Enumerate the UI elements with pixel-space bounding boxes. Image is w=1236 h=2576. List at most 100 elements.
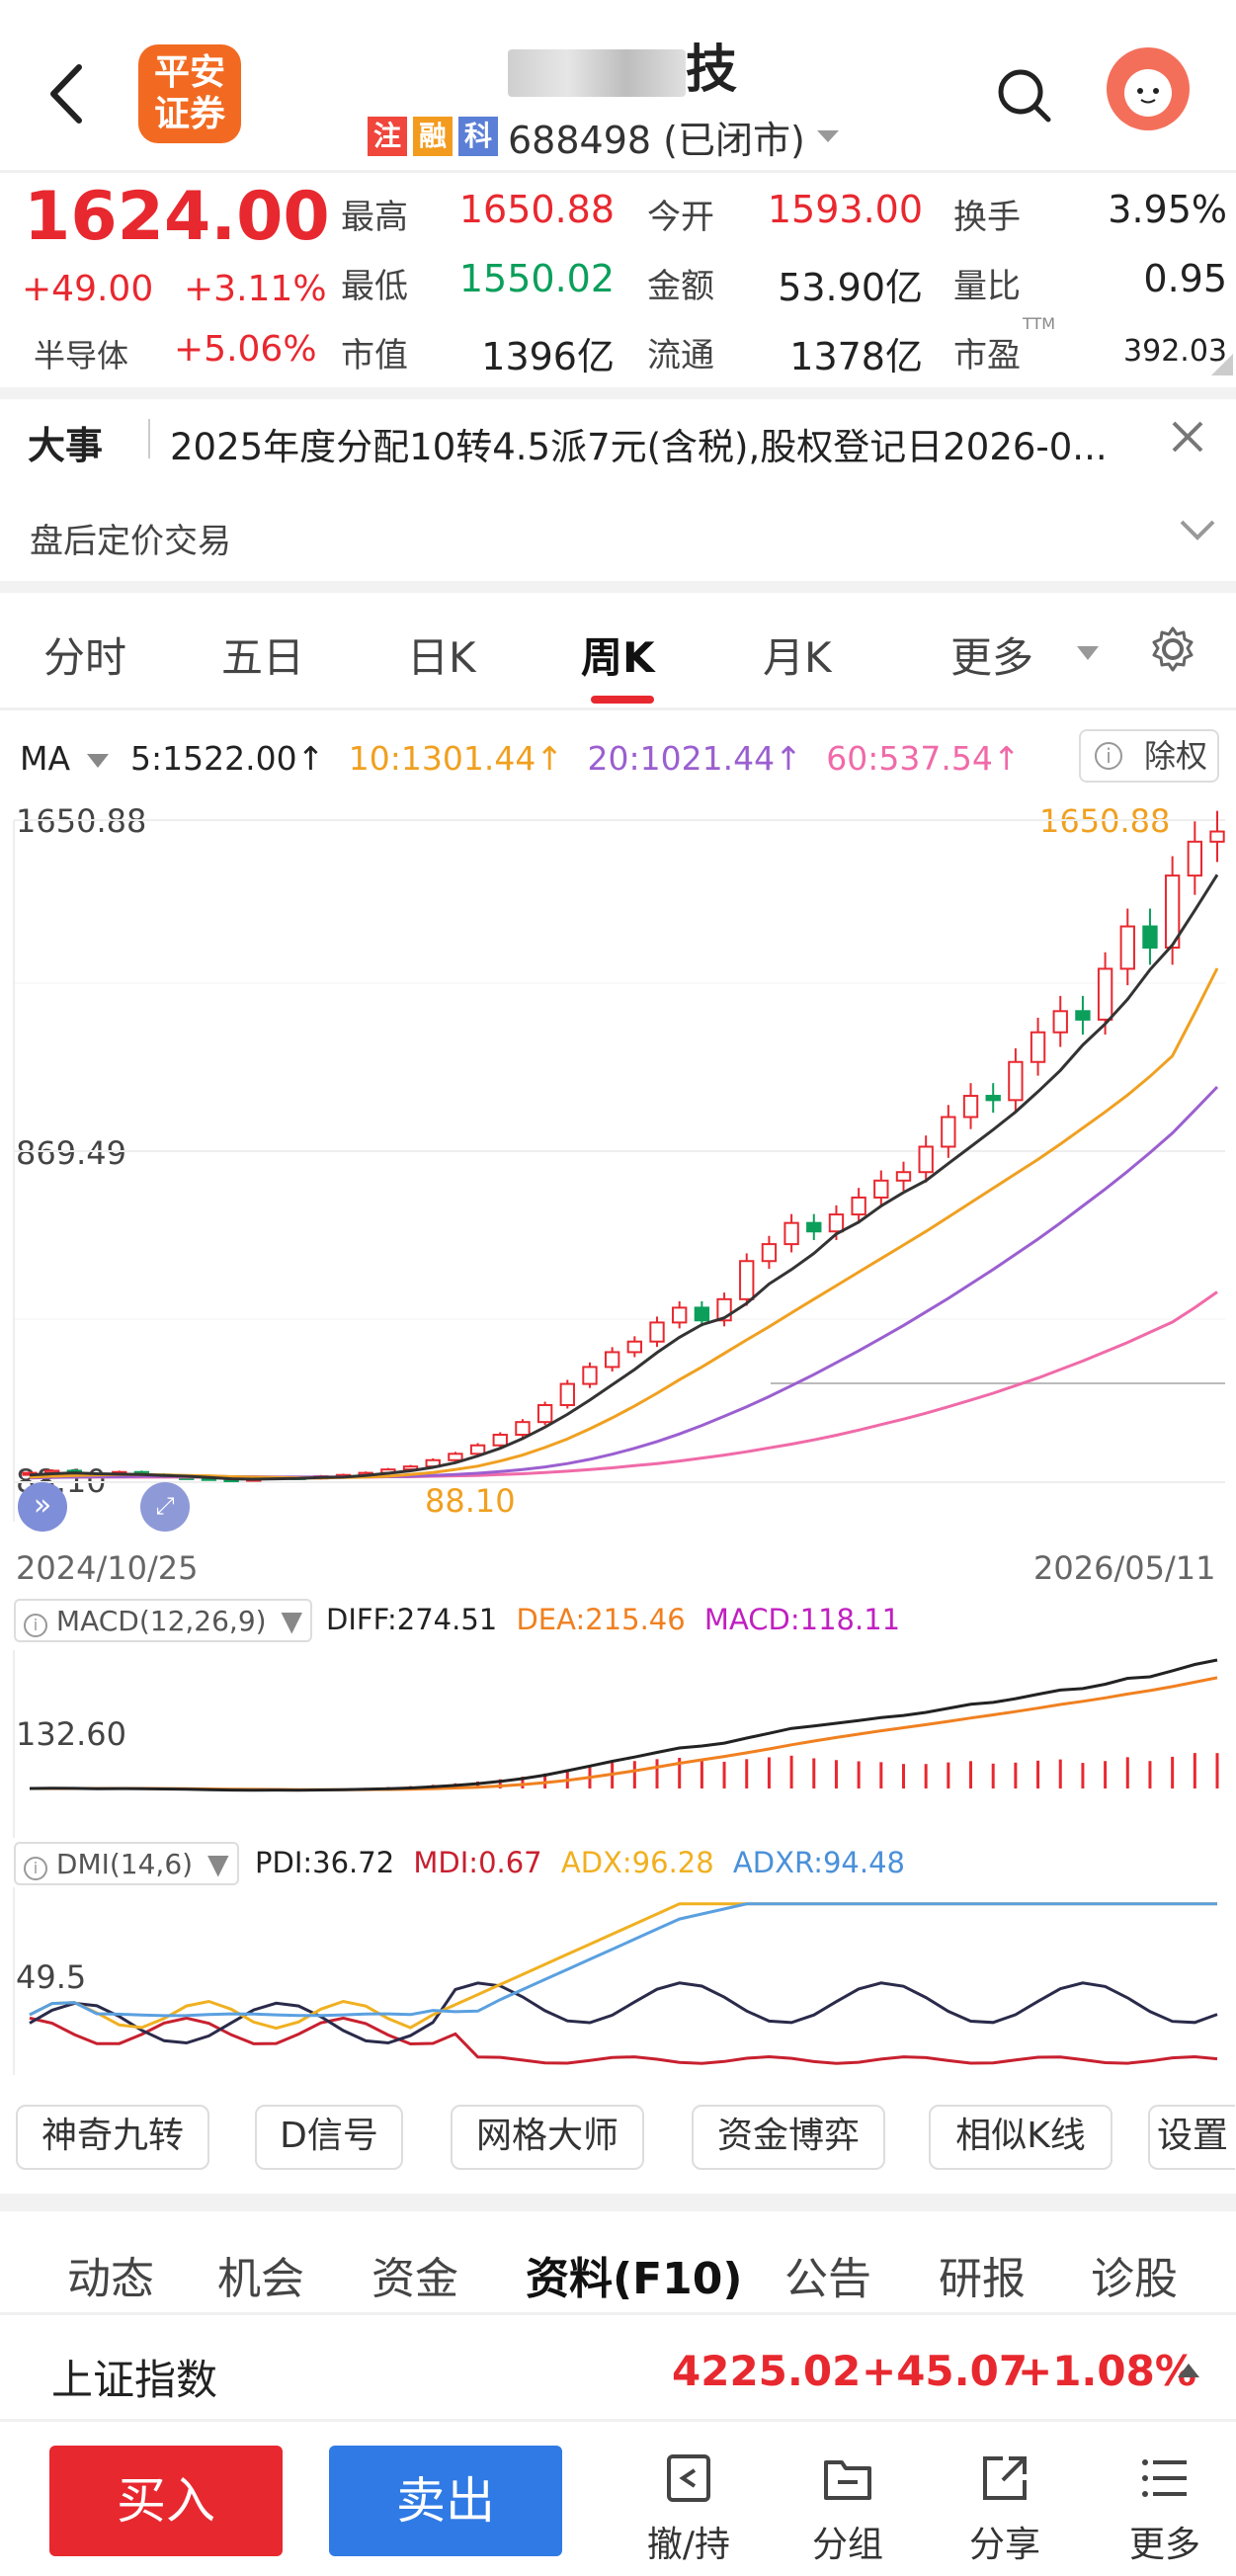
back-arrow-icon[interactable]: [40, 59, 99, 128]
candle-body: [783, 1221, 799, 1246]
tab-daily-k[interactable]: 日K: [407, 633, 476, 682]
ma-dropdown-icon[interactable]: [85, 752, 111, 770]
stock-tags[interactable]: 注 融 科 688498 (已闭市): [368, 114, 843, 162]
assistant-avatar-icon[interactable]: [1107, 47, 1190, 130]
field-label-high: 最高: [341, 198, 408, 237]
tab-announcement[interactable]: 公告: [784, 2254, 871, 2304]
tab-intraday[interactable]: 分时: [43, 633, 127, 682]
pdi-line: [29, 1981, 1218, 2045]
candle-body: [515, 1421, 531, 1437]
blurred-name: [507, 49, 686, 97]
search-icon[interactable]: [993, 64, 1056, 127]
field-label-open: 今开: [647, 198, 714, 237]
tab-capital[interactable]: 资金: [371, 2254, 458, 2304]
broker-logo: 平安 证券: [138, 44, 241, 143]
tag-registration: 注: [368, 117, 407, 156]
candle-body: [1142, 925, 1158, 949]
dmi-selector[interactable]: i DMI(14,6) ▼: [14, 1842, 239, 1885]
divider: [0, 2312, 1236, 2315]
tab-diagnosis[interactable]: 诊股: [1091, 2254, 1178, 2304]
group-label: 分组: [811, 2525, 883, 2565]
field-value-turnover: 3.95%: [1108, 188, 1227, 231]
stock-name: 技: [494, 28, 751, 100]
dmi-mdi: MDI:0.67: [413, 1846, 542, 1879]
corner-expand-icon[interactable]: [1211, 354, 1233, 375]
ma60-line: [30, 1290, 1218, 1479]
tab-opportunity[interactable]: 机会: [217, 2254, 304, 2304]
index-name[interactable]: 上证指数: [51, 2356, 218, 2404]
candle-body: [962, 1095, 979, 1119]
tool-similar-k[interactable]: 相似K线: [929, 2105, 1112, 2170]
scroll-left-button[interactable]: »: [18, 1482, 67, 1532]
tab-f10[interactable]: 资料(F10): [526, 2254, 743, 2304]
low-marker: 88.10: [425, 1482, 516, 1520]
field-value-high: 1650.88: [458, 188, 615, 231]
cancel-hold-button[interactable]: 撤/持: [634, 2451, 743, 2567]
index-change: +45.07: [862, 2347, 1029, 2395]
date-start: 2024/10/25: [16, 1549, 199, 1587]
field-label-pe: 市盈: [953, 336, 1021, 375]
more-menu-icon: [1142, 2459, 1187, 2497]
candle-body: [985, 1095, 1001, 1102]
k-line-chart[interactable]: [0, 790, 1236, 1541]
sector-name[interactable]: 半导体: [34, 337, 129, 374]
share-icon: [983, 2456, 1027, 2500]
macd-dea: DEA:215.46: [516, 1603, 686, 1636]
tab-news[interactable]: 动态: [67, 2254, 154, 2304]
candle-body: [582, 1366, 598, 1385]
tab-more[interactable]: 更多: [950, 633, 1034, 682]
cancel-hold-label: 撤/持: [646, 2525, 731, 2565]
adjust-button[interactable]: i 除权: [1079, 729, 1219, 783]
dmi-axis-label: 49.5: [16, 1958, 87, 1996]
ma10-value: 10:1301.44↑: [348, 739, 564, 778]
more-button[interactable]: 更多: [1111, 2451, 1219, 2567]
ma20-value: 20:1021.44↑: [587, 739, 802, 778]
divider: [0, 2419, 1236, 2422]
candle-body: [536, 1404, 553, 1424]
ma5-value: 5:1522.00↑: [130, 739, 325, 778]
macd-selector[interactable]: i MACD(12,26,9) ▼: [14, 1599, 313, 1642]
sell-button[interactable]: 卖出: [329, 2446, 562, 2556]
zoom-button[interactable]: ⤢: [140, 1482, 190, 1532]
ma5-line: [29, 873, 1219, 1481]
dmi-chart[interactable]: [0, 1887, 1236, 2075]
field-value-amount: 53.90亿: [778, 266, 923, 309]
close-icon[interactable]: [1166, 415, 1209, 458]
candle-body: [1164, 874, 1181, 949]
settings-gear-icon[interactable]: [1148, 624, 1197, 674]
after-hours-label[interactable]: 盘后定价交易: [30, 522, 231, 561]
ma20-line: [29, 1085, 1219, 1480]
candle-body: [1119, 925, 1135, 970]
dropdown-arrow-icon[interactable]: [813, 126, 843, 146]
chevron-down-icon[interactable]: [1176, 514, 1219, 543]
macd-chart[interactable]: [0, 1650, 1236, 1838]
info-icon: i: [24, 1857, 47, 1880]
tool-capital-game[interactable]: 资金博弈: [692, 2105, 885, 2170]
section-gap: [0, 581, 1236, 593]
group-icon: [824, 2460, 871, 2500]
section-gap: [0, 387, 1236, 399]
tool-grid-master[interactable]: 网格大师: [451, 2105, 644, 2170]
share-button[interactable]: 分享: [950, 2451, 1059, 2567]
price-change: +49.00: [22, 269, 154, 309]
dmi-values: PDI:36.72 MDI:0.67 ADX:96.28 ADXR:94.48: [255, 1846, 905, 1879]
tab-research[interactable]: 研报: [939, 2254, 1026, 2304]
field-value-open: 1593.00: [767, 188, 923, 231]
field-value-float-cap: 1378亿: [789, 335, 923, 378]
tab-monthly-k[interactable]: 月K: [763, 633, 832, 682]
y-axis-mid: 869.49: [16, 1134, 126, 1172]
more-dropdown-icon[interactable]: [1075, 644, 1101, 662]
expand-up-icon[interactable]: [1176, 2362, 1201, 2379]
candle-body: [1097, 967, 1113, 1021]
macd-values: DIFF:274.51 DEA:215.46 MACD:118.11: [326, 1603, 900, 1636]
tool-nine-turn[interactable]: 神奇九转: [16, 2105, 209, 2170]
buy-button[interactable]: 买入: [49, 2446, 283, 2556]
tab-weekly-k[interactable]: 周K: [581, 633, 655, 682]
event-text[interactable]: 2025年度分配10转4.5派7元(含税),股权登记日2026-0...: [170, 426, 1108, 468]
tool-d-signal[interactable]: D信号: [255, 2105, 403, 2170]
tab-five-day[interactable]: 五日: [221, 633, 305, 682]
ma-label[interactable]: MA: [20, 739, 71, 778]
field-value-market-cap: 1396亿: [481, 335, 615, 378]
tool-settings[interactable]: 设置: [1148, 2105, 1235, 2170]
group-button[interactable]: 分组: [793, 2451, 902, 2567]
